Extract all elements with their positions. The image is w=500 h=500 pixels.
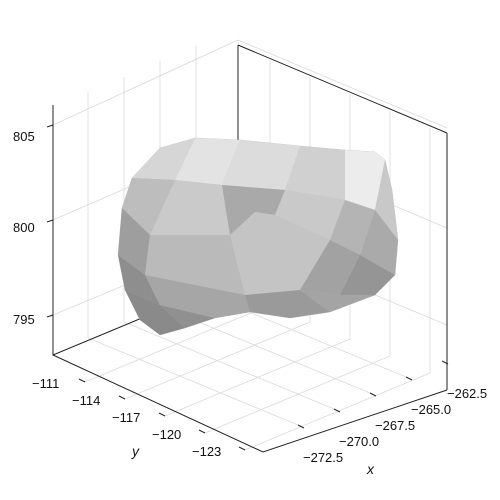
mesh-facet	[125, 290, 185, 335]
y-tick-label: −111	[32, 376, 59, 391]
mesh-facet	[300, 290, 375, 312]
mesh-facet	[132, 138, 195, 180]
x-tick-label: −270.0	[339, 434, 379, 449]
mesh-facet	[222, 185, 285, 235]
z-tick-label: 795	[13, 312, 35, 327]
mesh-facet	[300, 240, 360, 295]
mesh-facet	[122, 178, 175, 235]
mesh-facet	[118, 208, 150, 275]
y-tick-labels: −111 −114 −117 −120 −123	[32, 376, 221, 459]
mesh-facet	[375, 160, 398, 240]
x-tick-label: −265.0	[411, 402, 451, 417]
mesh-facet	[340, 255, 395, 295]
tick-marks	[46, 124, 449, 451]
x-tick-label: −262.5	[447, 386, 487, 401]
mesh-facet	[175, 138, 240, 185]
mesh-facet	[360, 210, 398, 275]
x-tick-labels: −272.5 −270.0 −267.5 −265.0 −262.5	[303, 386, 487, 465]
surface-mesh	[117, 137, 399, 336]
z-tick-label: 805	[13, 129, 35, 144]
mesh-facet	[275, 190, 345, 240]
mesh-facet	[150, 180, 230, 235]
z-tick-label: 800	[13, 220, 35, 235]
mesh-facet	[330, 200, 375, 255]
mesh-facet	[222, 140, 300, 190]
y-tick-label: −114	[72, 393, 100, 408]
mesh-facet	[230, 212, 330, 295]
mesh-facet	[345, 150, 385, 210]
mesh-facet	[160, 305, 215, 328]
mesh-facet	[145, 275, 250, 318]
x-tick-label: −267.5	[375, 418, 415, 433]
y-axis-label: y	[131, 443, 140, 459]
mesh-facet	[118, 255, 160, 305]
y-tick-label: −123	[192, 444, 221, 459]
y-tick-label: −117	[112, 410, 140, 425]
mesh-facet	[285, 146, 345, 200]
y-tick-label: −120	[152, 427, 181, 442]
x-axis-label: x	[366, 461, 375, 477]
x-tick-label: −272.5	[303, 450, 343, 465]
mesh-facet	[245, 290, 330, 318]
z-tick-labels: 805 800 795	[13, 129, 35, 327]
